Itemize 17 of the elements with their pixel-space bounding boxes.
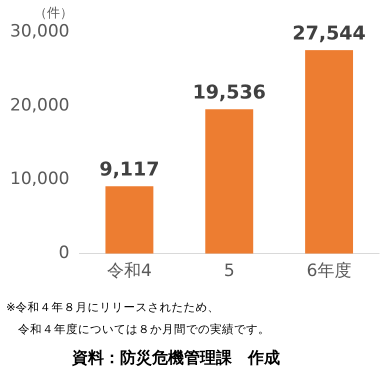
bar	[205, 109, 254, 254]
text: 資料：防災危機管理課 作成	[72, 348, 280, 369]
y-axis-title: （件）	[34, 5, 73, 22]
data-label: 19,536	[192, 82, 266, 104]
y-tick-label: 10,000	[10, 169, 70, 190]
x-tick-label: 令和4	[106, 261, 152, 282]
text: 令和４年度については８か月間での実績です。	[18, 322, 270, 337]
x-tick-label: 6年度	[306, 261, 352, 282]
data-label: 9,117	[99, 158, 160, 181]
data-label: 27,544	[292, 22, 366, 45]
text: ※令和４年８月にリリースされたため、	[6, 300, 220, 315]
bar	[305, 50, 354, 254]
bar	[105, 186, 154, 254]
y-tick-label: 20,000	[10, 95, 70, 116]
y-tick-label: 30,000	[10, 21, 70, 42]
x-tick-label: 5	[224, 261, 235, 282]
y-tick-label: 0	[58, 243, 70, 264]
